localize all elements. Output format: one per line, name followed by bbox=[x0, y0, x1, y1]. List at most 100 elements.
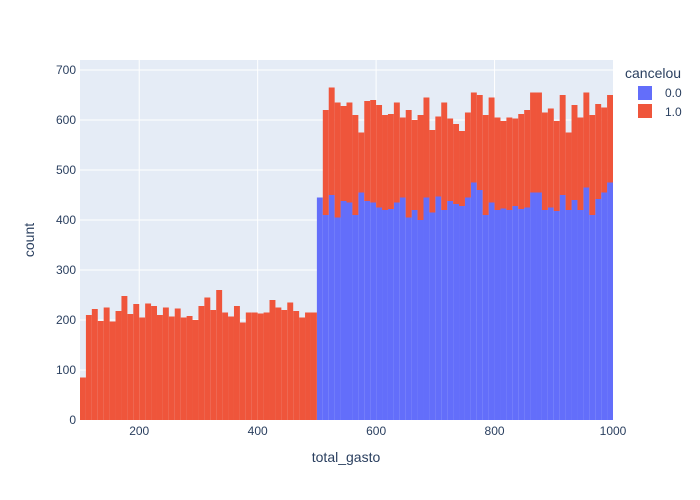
bar-series-1-bin-470[interactable] bbox=[299, 317, 306, 421]
bar-series-0-bin-690[interactable] bbox=[429, 212, 436, 421]
bar-series-0-bin-840[interactable] bbox=[518, 209, 525, 420]
bar-series-1-bin-900[interactable] bbox=[553, 121, 560, 211]
bar-series-1-bin-400[interactable] bbox=[257, 313, 264, 421]
bar-series-1-bin-780[interactable] bbox=[482, 115, 489, 215]
bar-series-1-bin-450[interactable] bbox=[287, 302, 294, 421]
bar-series-1-bin-920[interactable] bbox=[565, 132, 572, 211]
bar-series-0-bin-560[interactable] bbox=[352, 215, 359, 420]
bar-series-1-bin-550[interactable] bbox=[346, 102, 353, 203]
bar-series-1-bin-620[interactable] bbox=[387, 114, 394, 209]
bar-series-0-bin-940[interactable] bbox=[577, 210, 584, 420]
bar-series-0-bin-930[interactable] bbox=[571, 200, 578, 420]
bar-series-0-bin-680[interactable] bbox=[423, 197, 430, 421]
bar-series-0-bin-510[interactable] bbox=[322, 215, 329, 420]
bar-series-0-bin-790[interactable] bbox=[488, 202, 495, 421]
bar-series-0-bin-520[interactable] bbox=[328, 195, 335, 420]
bar-series-1-bin-690[interactable] bbox=[429, 130, 436, 213]
bar-series-1-bin-790[interactable] bbox=[488, 97, 495, 203]
bar-series-1-bin-570[interactable] bbox=[358, 132, 365, 193]
bar-series-1-bin-210[interactable] bbox=[145, 303, 152, 421]
bar-series-0-bin-660[interactable] bbox=[411, 210, 418, 420]
bar-series-0-bin-910[interactable] bbox=[559, 195, 566, 420]
bar-series-1-bin-440[interactable] bbox=[281, 310, 288, 420]
legend-item-1[interactable]: 1.0 bbox=[638, 104, 682, 119]
bar-series-0-bin-920[interactable] bbox=[565, 210, 572, 420]
bar-series-1-bin-970[interactable] bbox=[595, 104, 602, 199]
bar-series-0-bin-960[interactable] bbox=[589, 215, 596, 420]
bar-series-1-bin-580[interactable] bbox=[364, 101, 371, 201]
bar-series-1-bin-530[interactable] bbox=[334, 102, 341, 218]
bar-series-0-bin-590[interactable] bbox=[370, 202, 377, 421]
bar-series-1-bin-510[interactable] bbox=[322, 110, 329, 215]
bar-series-1-bin-190[interactable] bbox=[133, 304, 140, 420]
bar-series-1-bin-610[interactable] bbox=[382, 115, 388, 210]
bar-series-0-bin-900[interactable] bbox=[553, 211, 560, 420]
bar-series-1-bin-240[interactable] bbox=[162, 307, 169, 421]
bar-series-1-bin-410[interactable] bbox=[263, 312, 270, 421]
bar-series-0-bin-750[interactable] bbox=[464, 197, 471, 421]
bar-series-1-bin-680[interactable] bbox=[423, 97, 430, 198]
bar-series-0-bin-810[interactable] bbox=[500, 208, 507, 421]
bar-series-1-bin-980[interactable] bbox=[601, 107, 608, 193]
bar-series-1-bin-220[interactable] bbox=[151, 306, 157, 420]
bar-series-1-bin-710[interactable] bbox=[441, 102, 448, 211]
bar-series-0-bin-700[interactable] bbox=[435, 196, 442, 421]
bar-series-1-bin-170[interactable] bbox=[121, 296, 128, 420]
bar-series-0-bin-740[interactable] bbox=[459, 206, 465, 420]
bar-series-1-bin-520[interactable] bbox=[328, 87, 335, 196]
bar-series-1-bin-100[interactable] bbox=[80, 377, 86, 421]
bar-series-0-bin-720[interactable] bbox=[447, 201, 454, 420]
bar-series-1-bin-270[interactable] bbox=[180, 317, 187, 421]
bar-series-0-bin-650[interactable] bbox=[405, 217, 412, 421]
bar-series-0-bin-890[interactable] bbox=[547, 207, 554, 421]
bar-series-0-bin-620[interactable] bbox=[387, 209, 394, 420]
bar-series-0-bin-830[interactable] bbox=[512, 206, 519, 420]
bar-series-1-bin-490[interactable] bbox=[310, 312, 317, 421]
bar-series-1-bin-350[interactable] bbox=[228, 316, 234, 421]
bar-series-0-bin-880[interactable] bbox=[541, 210, 548, 420]
bar-series-1-bin-600[interactable] bbox=[376, 105, 383, 208]
bar-series-0-bin-860[interactable] bbox=[530, 192, 537, 421]
bar-series-0-bin-820[interactable] bbox=[506, 210, 513, 420]
bar-series-1-bin-770[interactable] bbox=[476, 95, 483, 190]
bar-series-1-bin-670[interactable] bbox=[417, 115, 424, 220]
legend[interactable]: cancelou 0.0 1.0 bbox=[625, 65, 682, 119]
bar-series-1-bin-650[interactable] bbox=[405, 110, 412, 218]
bar-series-0-bin-780[interactable] bbox=[482, 215, 489, 420]
bar-series-0-bin-630[interactable] bbox=[393, 202, 400, 421]
bar-series-1-bin-420[interactable] bbox=[269, 300, 276, 420]
bar-series-0-bin-640[interactable] bbox=[399, 197, 406, 421]
bar-series-1-bin-310[interactable] bbox=[204, 297, 211, 421]
bar-series-1-bin-590[interactable] bbox=[370, 100, 377, 203]
bar-series-1-bin-250[interactable] bbox=[168, 316, 175, 421]
bar-series-1-bin-860[interactable] bbox=[530, 92, 537, 193]
bar-series-1-bin-730[interactable] bbox=[453, 124, 460, 204]
bar-series-1-bin-230[interactable] bbox=[156, 315, 163, 420]
bar-series-1-bin-430[interactable] bbox=[275, 307, 282, 421]
bar-series-0-bin-610[interactable] bbox=[382, 210, 388, 420]
bar-series-1-bin-260[interactable] bbox=[174, 308, 181, 421]
bar-series-0-bin-500[interactable] bbox=[316, 197, 323, 421]
bar-series-1-bin-180[interactable] bbox=[127, 314, 134, 420]
bar-series-1-bin-840[interactable] bbox=[518, 114, 525, 209]
bar-series-1-bin-300[interactable] bbox=[198, 306, 205, 420]
bar-series-1-bin-130[interactable] bbox=[97, 321, 104, 420]
bar-series-1-bin-480[interactable] bbox=[305, 312, 311, 421]
bar-series-0-bin-710[interactable] bbox=[441, 210, 448, 420]
bar-series-1-bin-640[interactable] bbox=[399, 117, 406, 198]
bar-series-0-bin-800[interactable] bbox=[494, 210, 501, 420]
bar-series-0-bin-990[interactable] bbox=[607, 182, 613, 421]
bar-series-1-bin-630[interactable] bbox=[393, 102, 400, 203]
bar-series-1-bin-390[interactable] bbox=[251, 312, 258, 421]
bar-series-1-bin-110[interactable] bbox=[85, 315, 92, 420]
bar-series-1-bin-560[interactable] bbox=[352, 115, 359, 215]
bar-series-1-bin-820[interactable] bbox=[506, 117, 513, 211]
bar-series-0-bin-730[interactable] bbox=[453, 204, 460, 420]
bar-series-0-bin-570[interactable] bbox=[358, 192, 365, 421]
bar-series-1-bin-700[interactable] bbox=[435, 116, 442, 197]
bar-series-0-bin-760[interactable] bbox=[470, 182, 477, 421]
bar-series-1-bin-910[interactable] bbox=[559, 95, 566, 195]
bar-series-1-bin-280[interactable] bbox=[186, 316, 193, 420]
bar-series-1-bin-830[interactable] bbox=[512, 118, 519, 207]
bar-series-1-bin-370[interactable] bbox=[239, 322, 246, 421]
